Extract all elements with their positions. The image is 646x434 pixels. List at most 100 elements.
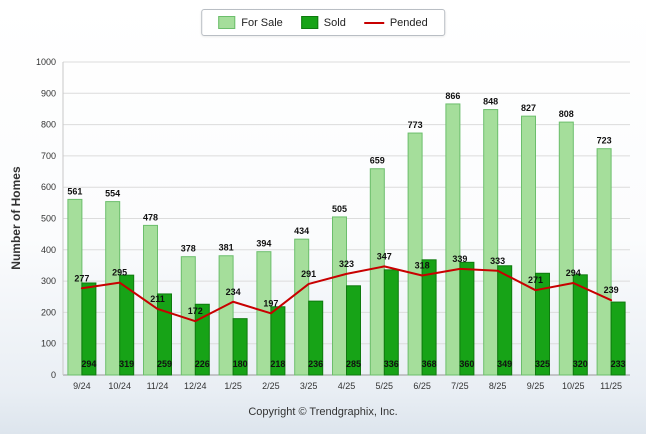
for-sale-swatch-icon	[218, 16, 236, 29]
sold-bar	[346, 285, 361, 376]
sold-value-label: 294	[81, 359, 96, 369]
pended-value-label: 239	[604, 285, 619, 295]
sold-value-label: 285	[346, 359, 361, 369]
sold-value-label: 320	[573, 359, 588, 369]
x-tick-label: 9/24	[73, 381, 91, 391]
pended-value-label: 294	[566, 268, 581, 278]
copyright-footer: Copyright © Trendgraphix, Inc.	[248, 406, 398, 418]
sold-value-label: 259	[157, 359, 172, 369]
sold-value-label: 236	[308, 359, 323, 369]
for-sale-value-label: 659	[370, 156, 385, 166]
y-tick-label: 0	[51, 370, 56, 380]
legend-item-sold: Sold	[300, 16, 346, 29]
legend-item-for-sale: For Sale	[218, 16, 283, 29]
pended-value-label: 234	[226, 287, 241, 297]
y-tick-label: 900	[41, 88, 56, 98]
for-sale-bar	[521, 115, 536, 376]
sold-value-label: 336	[384, 359, 399, 369]
x-tick-label: 3/25	[300, 381, 318, 391]
y-tick-label: 700	[41, 151, 56, 161]
pended-value-label: 197	[263, 298, 278, 308]
for-sale-bar	[483, 109, 499, 376]
for-sale-bar	[294, 238, 310, 376]
pended-value-label: 172	[188, 306, 203, 316]
x-tick-label: 9/25	[527, 381, 545, 391]
sold-bar	[194, 303, 210, 376]
for-sale-value-label: 381	[219, 243, 234, 253]
pended-value-label: 277	[74, 273, 89, 283]
for-sale-bar	[445, 103, 461, 376]
sold-value-label: 349	[497, 359, 512, 369]
for-sale-value-label: 434	[294, 226, 309, 236]
legend-label-for-sale: For Sale	[241, 16, 283, 29]
x-tick-label: 2/25	[262, 381, 280, 391]
for-sale-bar	[407, 132, 423, 376]
sold-bar	[535, 272, 550, 376]
sold-bar	[459, 261, 475, 376]
sold-bar	[421, 259, 437, 376]
x-tick-label: 1/25	[224, 381, 242, 391]
pended-line	[80, 265, 613, 323]
pended-value-label: 271	[528, 275, 543, 285]
pended-value-label: 333	[490, 256, 505, 266]
for-sale-value-label: 505	[332, 204, 347, 214]
sold-value-label: 218	[270, 359, 285, 369]
pended-value-label: 339	[452, 254, 467, 264]
for-sale-value-label: 773	[408, 120, 423, 130]
sold-bar	[610, 301, 626, 376]
sold-value-label: 233	[611, 359, 626, 369]
sold-swatch-icon	[300, 16, 318, 29]
sold-bar	[119, 274, 135, 376]
sold-bar	[308, 300, 324, 376]
y-axis-label: Number of Homes	[9, 166, 23, 270]
x-tick-label: 8/25	[489, 381, 507, 391]
x-tick-label: 5/25	[376, 381, 394, 391]
for-sale-value-label: 723	[597, 136, 612, 146]
sold-bar	[157, 293, 172, 376]
sold-value-label: 360	[459, 359, 474, 369]
for-sale-value-label: 866	[445, 91, 460, 101]
y-tick-label: 600	[41, 182, 56, 192]
sold-bar	[572, 274, 588, 376]
pended-value-label: 291	[301, 269, 316, 279]
x-tick-label: 10/24	[108, 381, 131, 391]
for-sale-value-label: 478	[143, 212, 158, 222]
for-sale-bar	[218, 255, 234, 376]
for-sale-value-label: 848	[483, 97, 498, 107]
y-tick-label: 800	[41, 120, 56, 130]
pended-value-label: 318	[415, 260, 430, 270]
sold-value-label: 368	[422, 359, 437, 369]
for-sale-value-label: 561	[67, 186, 82, 196]
sold-value-label: 226	[195, 359, 210, 369]
y-tick-label: 200	[41, 307, 56, 317]
legend-label-pended: Pended	[389, 16, 428, 29]
pended-value-label: 323	[339, 259, 354, 269]
x-tick-label: 12/24	[184, 381, 207, 391]
pended-value-label: 347	[377, 251, 392, 261]
legend-label-sold: Sold	[323, 16, 346, 29]
pended-value-label: 295	[112, 268, 127, 278]
for-sale-value-label: 808	[559, 109, 574, 119]
for-sale-bar	[67, 198, 83, 376]
sold-value-label: 319	[119, 359, 134, 369]
for-sale-value-label: 827	[521, 103, 536, 113]
for-sale-bar	[558, 121, 574, 376]
x-tick-label: 6/25	[413, 381, 431, 391]
y-tick-label: 100	[41, 339, 56, 349]
for-sale-bar	[369, 168, 385, 376]
for-sale-value-label: 554	[105, 189, 120, 199]
x-tick-label: 7/25	[451, 381, 469, 391]
for-sale-bar	[332, 216, 347, 376]
x-tick-label: 10/25	[562, 381, 585, 391]
x-tick-label: 4/25	[338, 381, 356, 391]
pended-value-label: 211	[150, 294, 165, 304]
y-tick-label: 500	[41, 214, 56, 224]
x-tick-label: 11/24	[147, 381, 169, 391]
sold-value-label: 180	[233, 359, 248, 369]
x-tick-label: 11/25	[600, 381, 622, 391]
legend-item-pended: Pended	[363, 16, 428, 29]
sold-bar	[81, 282, 97, 376]
for-sale-value-label: 394	[256, 239, 271, 249]
